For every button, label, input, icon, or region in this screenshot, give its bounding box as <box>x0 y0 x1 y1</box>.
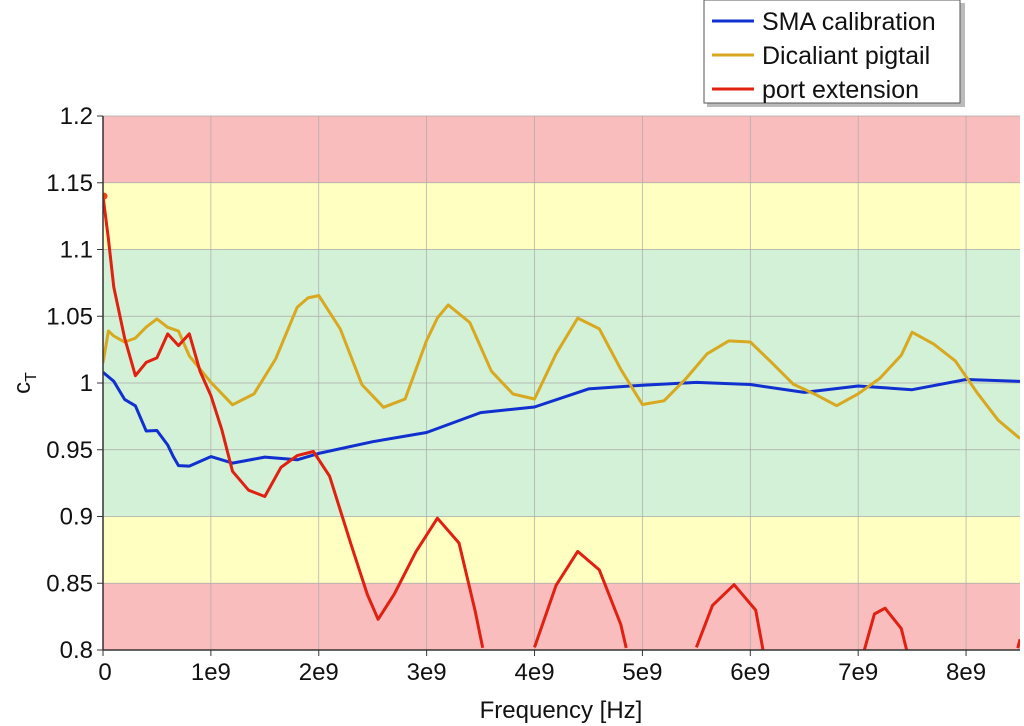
x-tick-label: 1e9 <box>191 659 231 686</box>
x-tick-label: 5e9 <box>622 659 662 686</box>
legend-label: Dicaliant pigtail <box>762 42 930 70</box>
band-4 <box>103 583 1020 650</box>
band-3 <box>103 516 1020 584</box>
y-tick-label: 0.95 <box>46 437 93 464</box>
x-tick-label: 3e9 <box>407 659 447 686</box>
y-axis-label: cT <box>9 372 40 394</box>
legend-label: port extension <box>762 76 919 104</box>
series-start-marker <box>103 192 108 200</box>
x-tick-label: 4e9 <box>515 659 555 686</box>
y-tick-label: 1.15 <box>46 170 93 197</box>
y-tick-label: 0.8 <box>60 637 93 664</box>
x-tick-label: 8e9 <box>946 659 986 686</box>
x-tick-label: 6e9 <box>730 659 770 686</box>
band-1 <box>103 182 1020 250</box>
series-line-dicaliant-pigtail <box>103 294 1020 440</box>
legend-label: SMA calibration <box>762 8 936 36</box>
svg-text:cT: cT <box>9 372 40 394</box>
series-lines <box>103 192 1020 650</box>
x-axis-label: Frequency [Hz] <box>480 697 643 724</box>
y-tick-labels: 0.8 0.85 0.9 0.95 1 1.05 1.1 1.15 1.2 <box>46 103 93 664</box>
y-tick-label: 0.85 <box>46 570 93 597</box>
y-axis-label-subscript: T <box>23 372 40 382</box>
x-tick-labels: 0 1e9 2e9 3e9 4e9 5e9 6e9 7e9 8e9 <box>98 659 986 686</box>
band-0 <box>103 116 1020 183</box>
x-tick-label: 2e9 <box>299 659 339 686</box>
y-tick-label: 1.1 <box>60 237 93 264</box>
legend: SMA calibration Dicaliant pigtail port ext… <box>703 0 965 107</box>
series-line-sma-calibration <box>103 371 1020 468</box>
y-tick-label: 0.9 <box>60 504 93 531</box>
y-tick-label: 1 <box>80 370 93 397</box>
x-tick-label: 0 <box>98 659 111 686</box>
x-tick-label: 7e9 <box>838 659 878 686</box>
y-tick-label: 1.2 <box>60 103 93 130</box>
y-tick-label: 1.05 <box>46 303 93 330</box>
series-line-port-extension <box>103 195 1020 650</box>
y-axis-label-main: c <box>9 382 36 394</box>
